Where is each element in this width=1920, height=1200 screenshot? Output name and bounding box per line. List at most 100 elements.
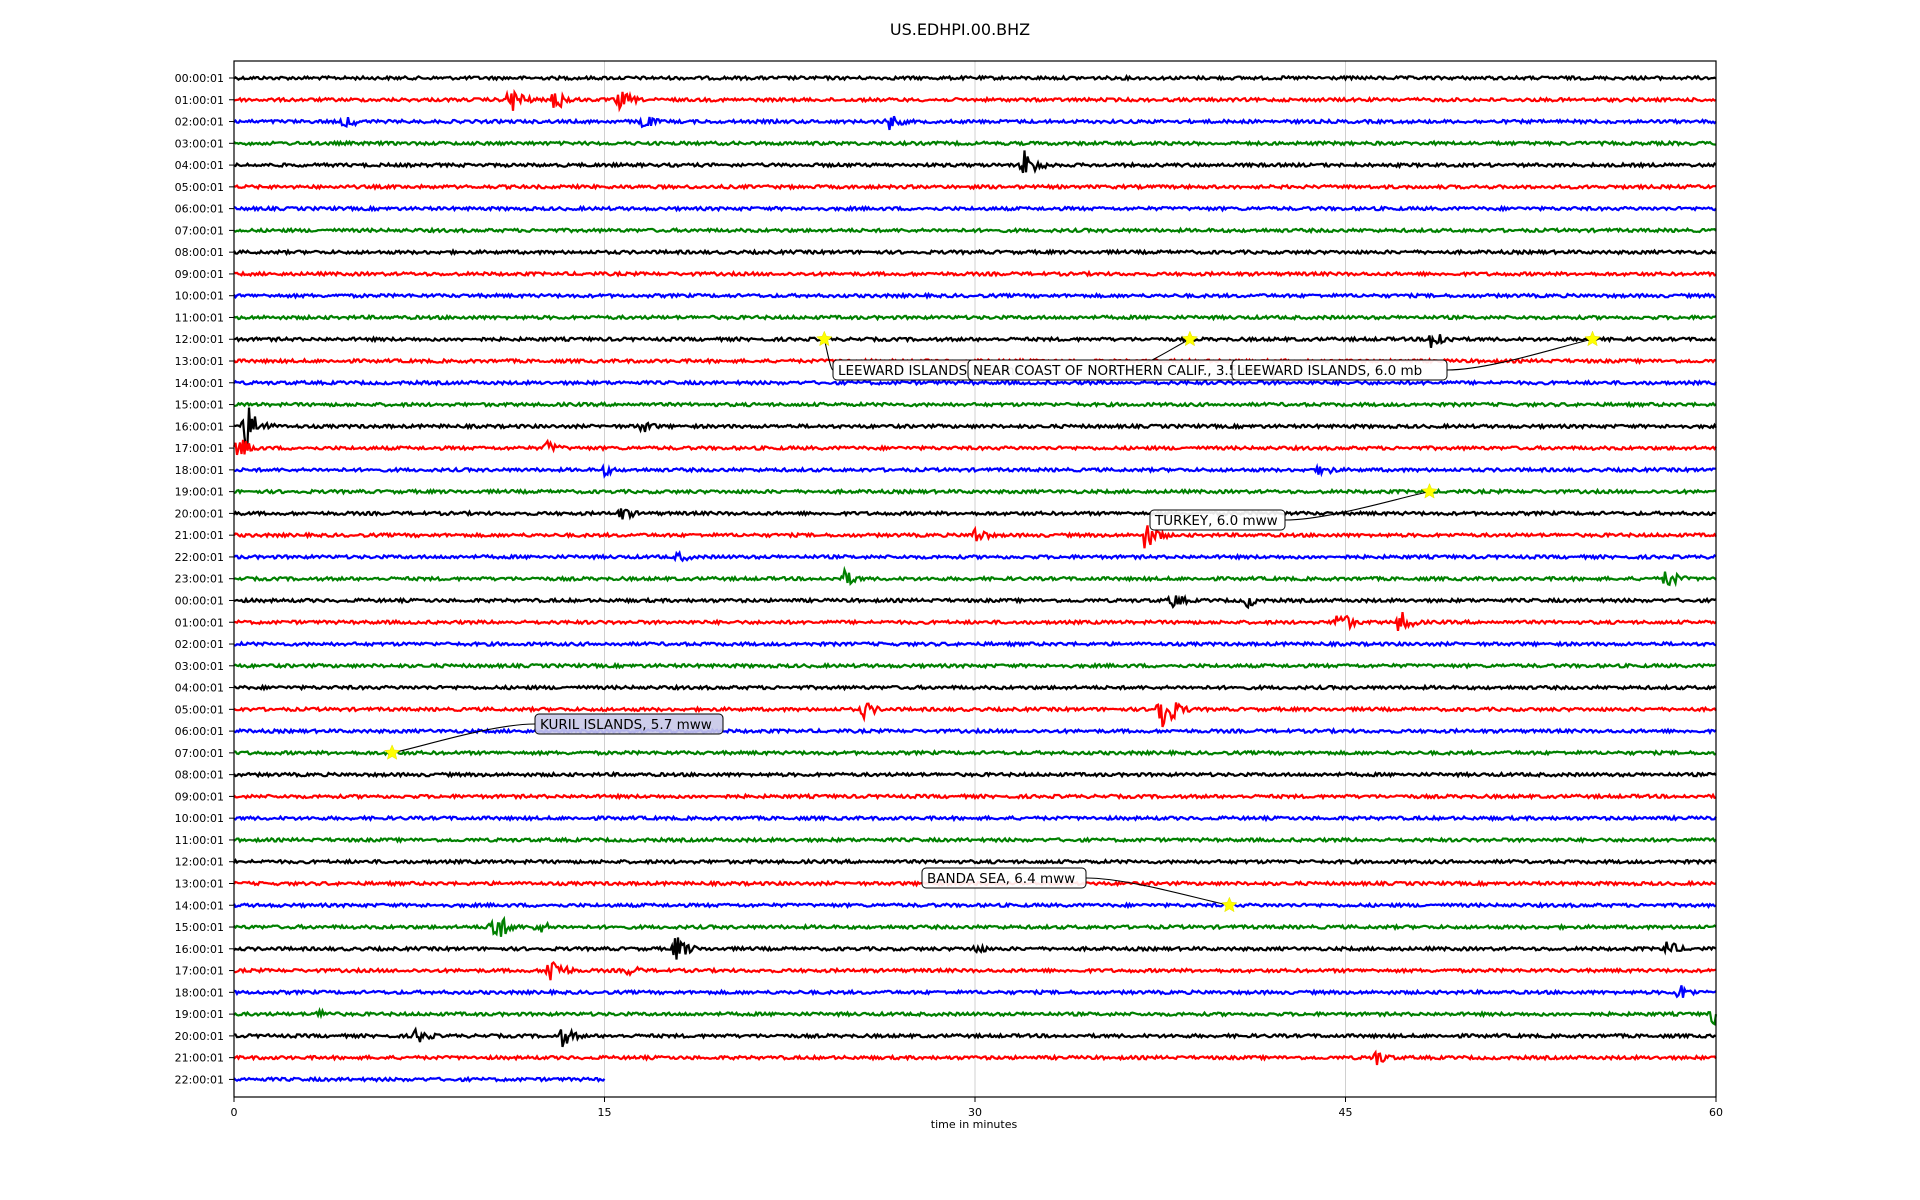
row-label: 13:00:01 (175, 877, 224, 890)
row-label: 18:00:01 (175, 464, 224, 477)
trace-row (233, 593, 1717, 610)
trace-row (233, 291, 1717, 300)
trace-row (233, 508, 1717, 521)
event-star-marker (1421, 482, 1438, 499)
event-connector (391, 723, 536, 754)
trace-row (233, 1075, 606, 1083)
row-label: 03:00:01 (175, 660, 224, 673)
row-label: 15:00:01 (175, 921, 224, 934)
row-label: 09:00:01 (175, 268, 224, 281)
row-label: 04:00:01 (175, 682, 224, 695)
row-label: 04:00:01 (175, 159, 224, 172)
row-label: 02:00:01 (175, 638, 224, 651)
trace-row (233, 683, 1717, 692)
trace-row (233, 726, 1717, 735)
event-label-box (1149, 509, 1286, 531)
trace-row (234, 640, 1717, 648)
trace-row (233, 115, 1717, 131)
event-connector (1446, 338, 1593, 371)
row-label: 00:00:01 (175, 72, 224, 85)
event-star-marker (383, 744, 401, 760)
row-label: 00:00:01 (175, 594, 224, 607)
trace-row (233, 139, 1717, 148)
row-label: 14:00:01 (175, 377, 224, 390)
trace-row (233, 407, 1717, 451)
trace-row (233, 462, 1717, 479)
row-label: 10:00:01 (175, 290, 224, 303)
event-label: NEAR COAST OF NORTHERN CALIF., 3.5 ml (973, 363, 1259, 379)
trace-row (233, 525, 1717, 549)
row-label: 15:00:01 (175, 399, 224, 412)
row-label: 13:00:01 (175, 355, 224, 368)
row-label: 11:00:01 (175, 834, 224, 847)
trace-row (233, 1049, 1717, 1066)
trace-row (233, 814, 1717, 823)
x-tick-label: 15 (598, 1106, 612, 1119)
trace-row (233, 565, 1717, 588)
row-label: 16:00:01 (175, 420, 224, 433)
trace-row (234, 748, 1717, 757)
x-tick-label: 60 (1709, 1106, 1723, 1119)
event-connector (1085, 877, 1230, 906)
trace-row (233, 1006, 1718, 1026)
trace-row (233, 248, 1717, 257)
row-label: 19:00:01 (175, 486, 224, 499)
trace-row (233, 334, 1717, 348)
trace-row (232, 438, 1717, 456)
trace-row (233, 1026, 1717, 1048)
row-label: 16:00:01 (175, 943, 224, 956)
row-label: 07:00:01 (175, 224, 224, 237)
row-label: 06:00:01 (175, 725, 224, 738)
row-label: 20:00:01 (175, 1030, 224, 1043)
trace-row (233, 792, 1717, 801)
event-label-box (921, 867, 1087, 889)
row-label: 21:00:01 (175, 529, 224, 542)
row-label: 05:00:01 (175, 703, 224, 716)
event-label-box (534, 713, 724, 735)
row-label: 01:00:01 (175, 616, 224, 629)
trace-row (233, 226, 1717, 235)
event-label: BANDA SEA, 6.4 mww (927, 871, 1075, 887)
trace-row (233, 269, 1717, 278)
trace-row (233, 313, 1717, 322)
event-star-marker (1181, 330, 1199, 347)
row-label: 22:00:01 (175, 551, 224, 564)
trace-row (233, 611, 1717, 632)
trace-row (233, 204, 1717, 213)
chart-title: US.EDHPI.00.BHZ (889, 20, 1031, 39)
trace-row (233, 487, 1717, 496)
trace-row (234, 400, 1717, 409)
x-tick-label: 45 (1339, 1106, 1353, 1119)
x-tick-label: 0 (231, 1106, 238, 1119)
row-label: 08:00:01 (175, 769, 224, 782)
trace-row (233, 379, 1717, 387)
trace-row (233, 836, 1717, 844)
row-label: 10:00:01 (175, 812, 224, 825)
row-label: 01:00:01 (175, 94, 224, 107)
row-label: 22:00:01 (175, 1073, 224, 1086)
row-label: 12:00:01 (175, 856, 224, 869)
row-label: 08:00:01 (175, 246, 224, 259)
event-label: TURKEY, 6.0 mww (1154, 513, 1278, 529)
trace-row (233, 661, 1717, 670)
event-star-marker (1221, 896, 1238, 913)
x-tick-label: 30 (968, 1106, 982, 1119)
trace-row (233, 150, 1717, 175)
event-star-marker (816, 330, 833, 347)
x-axis-label: time in minutes (931, 1118, 1018, 1131)
row-label: 11:00:01 (175, 311, 224, 324)
trace-row (233, 73, 1717, 82)
trace-row (233, 549, 1717, 563)
row-label: 07:00:01 (175, 747, 224, 760)
trace-row (233, 901, 1717, 910)
trace-row (233, 770, 1717, 779)
trace-row (233, 88, 1717, 113)
row-label: 12:00:01 (175, 333, 224, 346)
row-label: 06:00:01 (175, 203, 224, 216)
row-label: 20:00:01 (175, 507, 224, 520)
trace-row (233, 182, 1717, 191)
event-star-marker (1584, 330, 1601, 347)
trace-row (233, 960, 1717, 981)
row-label: 09:00:01 (175, 790, 224, 803)
